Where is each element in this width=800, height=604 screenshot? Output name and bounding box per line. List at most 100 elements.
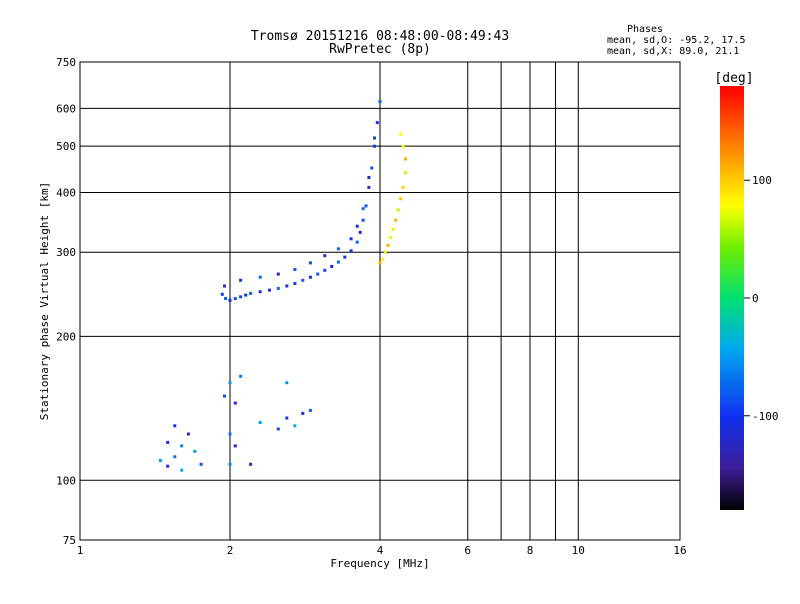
data-point <box>367 176 371 179</box>
data-point <box>239 374 243 378</box>
data-point <box>233 444 237 448</box>
data-point <box>308 261 312 265</box>
data-point <box>244 293 248 297</box>
data-point <box>399 132 403 136</box>
colorbar <box>720 86 744 510</box>
data-point <box>293 424 297 428</box>
data-point <box>336 247 340 251</box>
data-point <box>401 185 405 189</box>
data-point <box>239 295 243 299</box>
data-point <box>186 432 190 436</box>
data-point <box>375 121 379 125</box>
y-tick-label: 600 <box>56 102 76 115</box>
data-point <box>233 297 237 300</box>
data-point <box>180 468 184 472</box>
data-point <box>285 381 289 385</box>
data-point <box>323 254 327 258</box>
data-point <box>228 381 232 385</box>
colorbar-tick-label: 0 <box>752 292 759 305</box>
data-point <box>378 261 382 265</box>
data-point <box>323 268 327 272</box>
data-point <box>401 144 405 148</box>
x-axis-label: Frequency [MHz] <box>330 557 429 570</box>
data-points <box>158 100 407 472</box>
y-tick-label: 400 <box>56 186 76 199</box>
data-point <box>389 236 393 239</box>
colorbar-ticks: -100 0 100 <box>744 174 779 423</box>
data-point <box>228 462 232 466</box>
data-point <box>166 464 170 468</box>
legend-title: Phases <box>627 24 663 35</box>
data-point <box>373 144 376 148</box>
data-point <box>173 424 177 428</box>
data-point <box>308 275 312 279</box>
data-point <box>276 272 280 276</box>
axis-ticks: 1 2 4 6 8 10 16 75 100 200 300 400 500 600 750 <box>56 56 687 557</box>
data-point <box>199 462 203 466</box>
data-point <box>220 292 224 296</box>
data-point <box>373 136 376 140</box>
y-tick-label: 75 <box>63 534 76 547</box>
chart-subtitle: RwPretec (8p) <box>329 42 431 57</box>
data-point <box>370 166 374 170</box>
data-point <box>381 257 385 261</box>
data-point <box>228 432 232 436</box>
data-point <box>258 421 262 425</box>
data-point <box>383 250 387 254</box>
data-point <box>249 291 253 295</box>
legend-line-x: mean, sd,X: 89.0, 21.1 <box>607 46 739 57</box>
data-point <box>233 401 237 405</box>
data-point <box>224 297 228 300</box>
colorbar-label: [deg] <box>714 71 753 86</box>
data-point <box>378 100 382 103</box>
data-point <box>308 408 312 412</box>
data-point <box>301 278 305 282</box>
x-tick-label: 2 <box>227 544 234 557</box>
data-point <box>364 204 368 208</box>
x-tick-label: 10 <box>572 544 585 557</box>
data-point <box>258 275 262 279</box>
data-point <box>276 286 280 290</box>
data-point <box>386 243 390 247</box>
data-point <box>404 171 407 175</box>
data-point <box>316 272 320 276</box>
data-point <box>268 288 271 292</box>
y-tick-label: 200 <box>56 330 76 343</box>
data-point <box>285 416 289 420</box>
x-tick-label: 6 <box>464 544 471 557</box>
data-point <box>193 449 197 453</box>
data-point <box>285 284 289 288</box>
data-point <box>336 260 340 264</box>
grid-lines <box>80 62 680 540</box>
data-point <box>349 237 353 241</box>
data-point <box>404 157 407 161</box>
data-point <box>349 249 353 253</box>
data-point <box>355 224 359 228</box>
data-point <box>173 455 177 459</box>
data-point <box>223 284 226 288</box>
colorbar-tick-label: 100 <box>752 174 772 187</box>
data-point <box>293 282 297 285</box>
data-point <box>367 185 371 189</box>
data-point <box>276 427 280 431</box>
data-point <box>330 265 334 268</box>
data-point <box>166 440 170 444</box>
data-point <box>249 462 253 466</box>
data-point <box>223 394 226 398</box>
data-point <box>355 240 359 244</box>
y-tick-label: 750 <box>56 56 76 69</box>
x-tick-label: 4 <box>377 544 384 557</box>
data-point <box>239 278 243 282</box>
x-tick-label: 16 <box>673 544 686 557</box>
data-point <box>358 230 362 234</box>
data-point <box>391 227 395 231</box>
data-point <box>228 298 232 302</box>
y-tick-label: 300 <box>56 246 76 259</box>
data-point <box>361 207 365 211</box>
x-tick-label: 8 <box>527 544 534 557</box>
data-point <box>293 268 297 271</box>
colorbar-tick-label: -100 <box>752 410 779 423</box>
y-tick-label: 100 <box>56 474 76 487</box>
data-point <box>396 208 400 212</box>
